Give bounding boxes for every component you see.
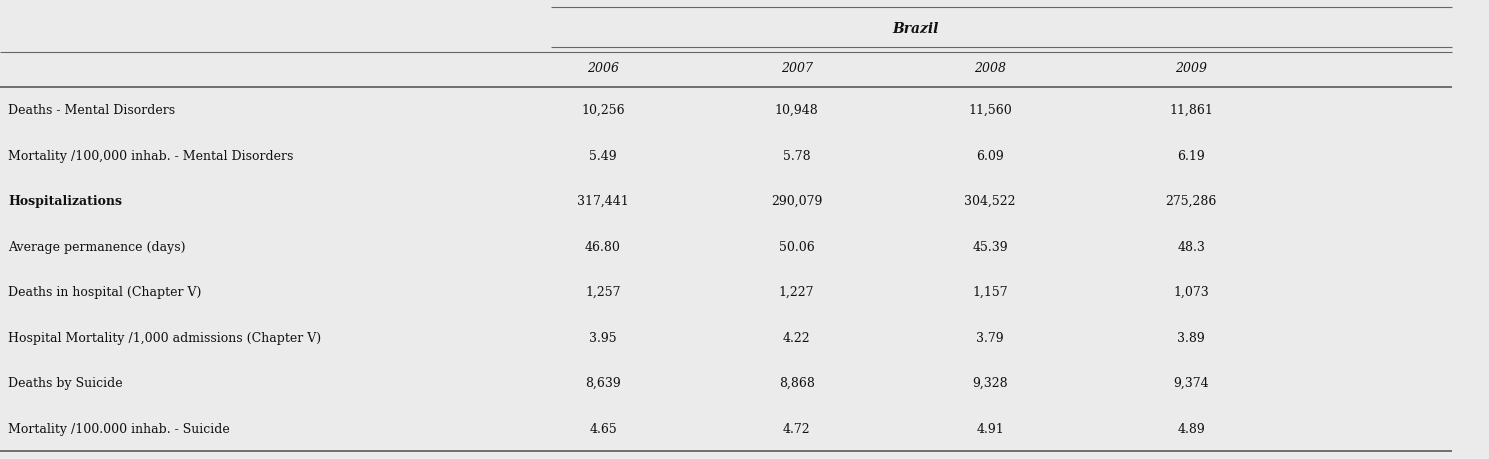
Text: 46.80: 46.80 bbox=[585, 240, 621, 253]
Text: 4.91: 4.91 bbox=[977, 422, 1004, 435]
Text: 11,861: 11,861 bbox=[1169, 104, 1214, 117]
Text: 275,286: 275,286 bbox=[1166, 195, 1217, 208]
Text: Deaths - Mental Disorders: Deaths - Mental Disorders bbox=[7, 104, 176, 117]
Text: 5.78: 5.78 bbox=[783, 150, 810, 162]
Text: 48.3: 48.3 bbox=[1178, 240, 1205, 253]
Text: 4.22: 4.22 bbox=[783, 331, 810, 344]
Text: 45.39: 45.39 bbox=[972, 240, 1008, 253]
Text: Hospital Mortality /1,000 admissions (Chapter V): Hospital Mortality /1,000 admissions (Ch… bbox=[7, 331, 322, 344]
Text: 3.79: 3.79 bbox=[977, 331, 1004, 344]
Text: Average permanence (days): Average permanence (days) bbox=[7, 240, 186, 253]
Text: 2006: 2006 bbox=[587, 62, 619, 75]
Text: 3.89: 3.89 bbox=[1178, 331, 1205, 344]
Text: Hospitalizations: Hospitalizations bbox=[7, 195, 122, 208]
Text: 1,157: 1,157 bbox=[972, 285, 1008, 299]
Text: 10,256: 10,256 bbox=[581, 104, 625, 117]
Text: Deaths by Suicide: Deaths by Suicide bbox=[7, 376, 122, 389]
Text: 4.72: 4.72 bbox=[783, 422, 810, 435]
Text: 11,560: 11,560 bbox=[968, 104, 1013, 117]
Text: 10,948: 10,948 bbox=[774, 104, 819, 117]
Text: 290,079: 290,079 bbox=[771, 195, 822, 208]
Text: Mortality /100,000 inhab. - Mental Disorders: Mortality /100,000 inhab. - Mental Disor… bbox=[7, 150, 293, 162]
Text: 6.09: 6.09 bbox=[977, 150, 1004, 162]
Text: 2009: 2009 bbox=[1175, 62, 1208, 75]
Text: 6.19: 6.19 bbox=[1178, 150, 1205, 162]
Text: 4.65: 4.65 bbox=[590, 422, 616, 435]
Text: 50.06: 50.06 bbox=[779, 240, 814, 253]
Text: Deaths in hospital (Chapter V): Deaths in hospital (Chapter V) bbox=[7, 285, 201, 299]
Text: 2007: 2007 bbox=[780, 62, 813, 75]
Text: 5.49: 5.49 bbox=[590, 150, 616, 162]
Text: 8,639: 8,639 bbox=[585, 376, 621, 389]
Text: 8,868: 8,868 bbox=[779, 376, 814, 389]
Text: 4.89: 4.89 bbox=[1178, 422, 1205, 435]
Text: Brazil: Brazil bbox=[892, 22, 940, 36]
Text: 3.95: 3.95 bbox=[590, 331, 616, 344]
Text: 9,374: 9,374 bbox=[1173, 376, 1209, 389]
Text: 317,441: 317,441 bbox=[578, 195, 628, 208]
Text: Mortality /100.000 inhab. - Suicide: Mortality /100.000 inhab. - Suicide bbox=[7, 422, 229, 435]
Text: 1,257: 1,257 bbox=[585, 285, 621, 299]
Text: 304,522: 304,522 bbox=[965, 195, 1015, 208]
Text: 1,073: 1,073 bbox=[1173, 285, 1209, 299]
Text: 2008: 2008 bbox=[974, 62, 1007, 75]
Text: 1,227: 1,227 bbox=[779, 285, 814, 299]
Text: 9,328: 9,328 bbox=[972, 376, 1008, 389]
